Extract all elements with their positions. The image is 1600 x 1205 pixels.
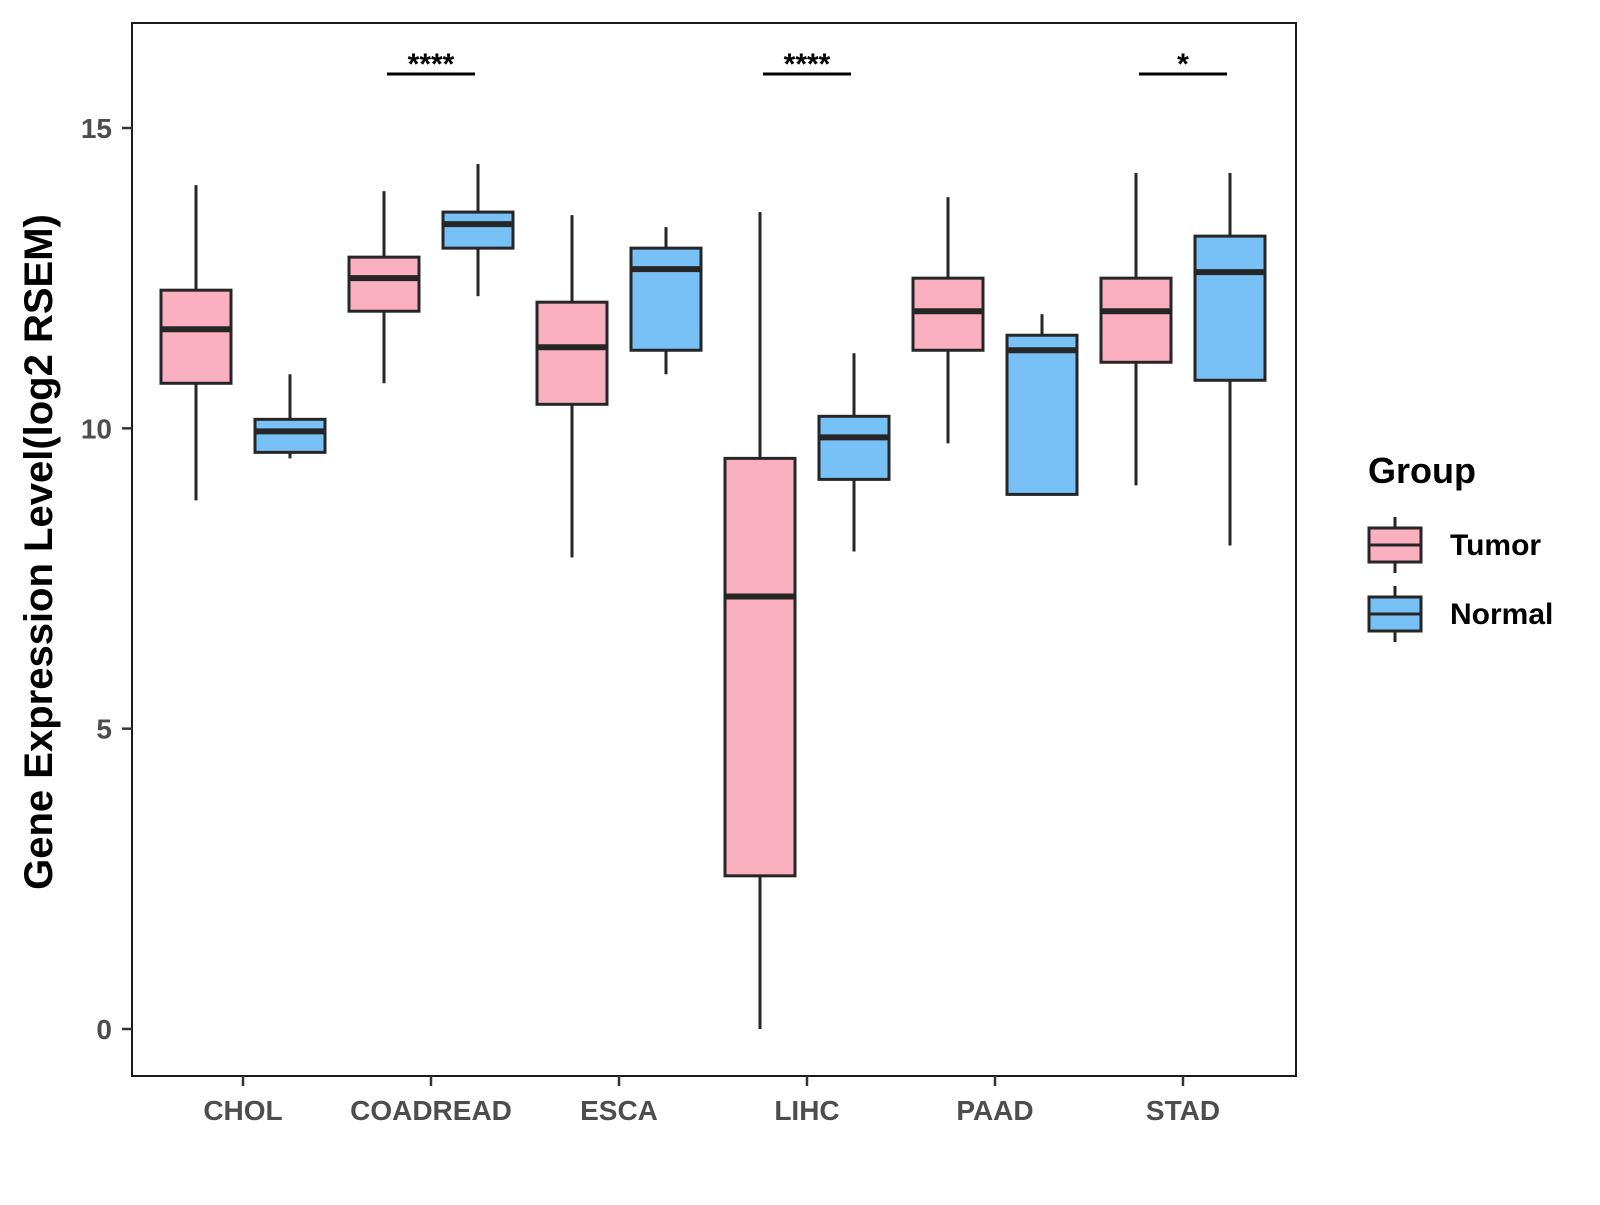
axis-layer: 0 5 10 15 CHOL COADREAD ESCA LIHC PAAD STAD xyxy=(81,113,1220,1126)
box-normal-esca xyxy=(629,227,703,375)
box-iqr xyxy=(253,417,327,454)
panel-border xyxy=(131,22,1297,1077)
legend-item-normal: Normal xyxy=(1367,586,1553,642)
box-tumor-coadread xyxy=(347,191,421,384)
box-layer xyxy=(159,164,1267,1029)
significance-stad: * xyxy=(1139,48,1227,81)
legend-label: Normal xyxy=(1450,598,1553,631)
box-iqr xyxy=(535,300,609,406)
legend-item-tumor: Tumor xyxy=(1367,517,1541,573)
box-iqr xyxy=(159,288,233,385)
legend: Group Tumor Normal xyxy=(1367,450,1553,642)
significance-layer: **** **** * xyxy=(387,48,1227,81)
x-tick-label: CHOL xyxy=(203,1095,282,1126)
y-tick-label: 0 xyxy=(96,1014,112,1045)
box-normal-chol xyxy=(253,374,327,459)
box-iqr xyxy=(1099,276,1173,364)
box-tumor-stad xyxy=(1099,173,1173,486)
box-iqr xyxy=(723,456,797,878)
x-tick-label: LIHC xyxy=(774,1095,839,1126)
y-axis-title: Gene Expression Level(log2 RSEM) xyxy=(17,214,61,890)
box-normal-stad xyxy=(1193,173,1267,546)
y-tick-label: 5 xyxy=(96,714,112,745)
box-iqr xyxy=(629,246,703,352)
box-tumor-chol xyxy=(159,185,233,501)
x-tick-label: ESCA xyxy=(580,1095,658,1126)
significance-lihc: **** xyxy=(763,48,851,81)
box-tumor-lihc xyxy=(723,212,797,1029)
box-iqr xyxy=(1005,333,1079,496)
box-iqr xyxy=(817,414,891,481)
box-tumor-paad xyxy=(911,197,985,444)
box-iqr xyxy=(1193,234,1267,382)
legend-label: Tumor xyxy=(1450,529,1541,562)
x-tick-label: STAD xyxy=(1146,1095,1220,1126)
significance-label: **** xyxy=(408,48,455,81)
y-tick-label: 15 xyxy=(81,113,112,144)
box-iqr xyxy=(347,255,421,313)
box-normal-paad xyxy=(1005,314,1079,496)
significance-label: * xyxy=(1177,48,1189,81)
box-tumor-esca xyxy=(535,215,609,558)
box-normal-lihc xyxy=(817,353,891,552)
significance-coadread: **** xyxy=(387,48,475,81)
y-tick-label: 10 xyxy=(81,413,112,444)
box-iqr xyxy=(441,210,515,250)
plot-panel xyxy=(131,22,1297,1077)
legend-title: Group xyxy=(1368,450,1476,491)
x-tick-label: COADREAD xyxy=(350,1095,512,1126)
box-normal-coadread xyxy=(441,164,515,297)
box-iqr xyxy=(911,276,985,352)
x-tick-label: PAAD xyxy=(956,1095,1033,1126)
significance-label: **** xyxy=(784,48,831,81)
